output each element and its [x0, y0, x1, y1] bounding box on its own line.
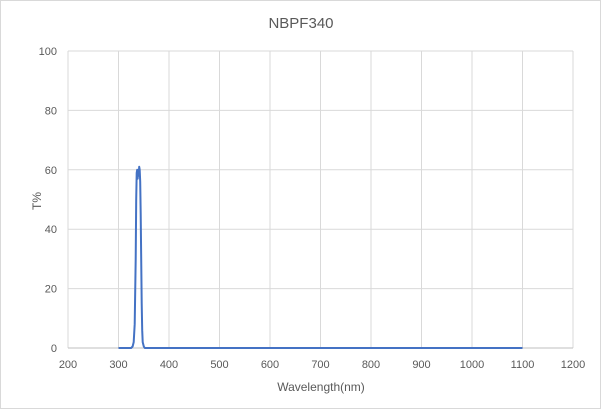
x-tick-label: 800 — [362, 359, 380, 371]
x-tick-label: 1100 — [511, 359, 535, 371]
x-tick-label: 600 — [261, 359, 279, 371]
x-tick-label: 200 — [59, 359, 77, 371]
x-tick-label: 300 — [109, 359, 127, 371]
x-tick-label: 1000 — [460, 359, 484, 371]
y-tick-label: 100 — [39, 46, 57, 58]
x-tick-label: 700 — [311, 359, 329, 371]
y-tick-label: 60 — [45, 165, 57, 177]
x-tick-label: 400 — [160, 359, 178, 371]
x-tick-label: 1200 — [561, 359, 585, 371]
y-tick-label: 80 — [45, 105, 57, 117]
x-tick-label: 900 — [412, 359, 430, 371]
y-tick-label: 0 — [51, 343, 57, 355]
y-axis-label: T% — [30, 192, 44, 210]
series-line — [118, 165, 523, 349]
x-axis-label: Wavelength(nm) — [277, 380, 365, 394]
x-tick-label: 500 — [210, 359, 228, 371]
chart-title: NBPF340 — [268, 15, 333, 32]
y-tick-label: 40 — [45, 224, 57, 236]
y-tick-label: 20 — [45, 284, 57, 296]
